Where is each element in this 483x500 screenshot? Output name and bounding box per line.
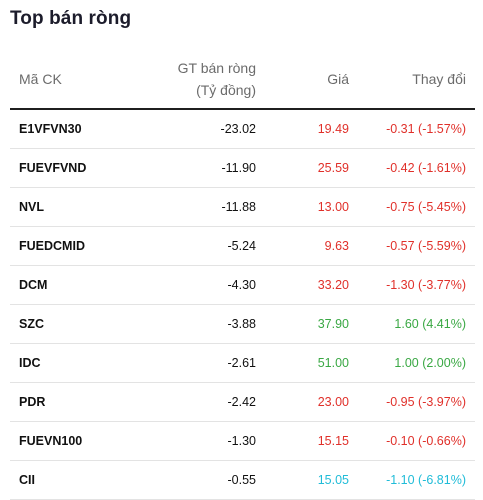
stock-code[interactable]: CII bbox=[10, 460, 150, 500]
price: 25.59 bbox=[256, 148, 349, 188]
stock-code[interactable]: E1VFVN30 bbox=[10, 109, 150, 149]
net-sell-value: -4.30 bbox=[150, 265, 256, 305]
stock-code[interactable]: SZC bbox=[10, 304, 150, 344]
table-row[interactable]: FUEVN100 -1.30 15.15 -0.10 (-0.66%) bbox=[10, 421, 475, 461]
stock-code[interactable]: FUEDCMID bbox=[10, 226, 150, 266]
net-sell-value: -2.61 bbox=[150, 343, 256, 383]
table-row[interactable]: E1VFVN30 -23.02 19.49 -0.31 (-1.57%) bbox=[10, 109, 475, 149]
column-header-net-sell-value[interactable]: GT bán ròng (Tỷ đồng) bbox=[150, 50, 256, 110]
price-change: -0.75 (-5.45%) bbox=[349, 187, 475, 227]
price: 51.00 bbox=[256, 343, 349, 383]
table-row[interactable]: CII -0.55 15.05 -1.10 (-6.81%) bbox=[10, 460, 475, 500]
price-change: -0.31 (-1.57%) bbox=[349, 109, 475, 149]
table-row[interactable]: IDC -2.61 51.00 1.00 (2.00%) bbox=[10, 343, 475, 383]
stock-code[interactable]: DCM bbox=[10, 265, 150, 305]
table-row[interactable]: FUEDCMID -5.24 9.63 -0.57 (-5.59%) bbox=[10, 226, 475, 266]
table-row[interactable]: SZC -3.88 37.90 1.60 (4.41%) bbox=[10, 304, 475, 344]
price: 13.00 bbox=[256, 187, 349, 227]
price: 23.00 bbox=[256, 382, 349, 422]
stock-code[interactable]: FUEVFVND bbox=[10, 148, 150, 188]
net-sell-value: -3.88 bbox=[150, 304, 256, 344]
price-change: -1.30 (-3.77%) bbox=[349, 265, 475, 305]
table-row[interactable]: NVL -11.88 13.00 -0.75 (-5.45%) bbox=[10, 187, 475, 227]
price-change: -0.10 (-0.66%) bbox=[349, 421, 475, 461]
table-header: Mã CK GT bán ròng (Tỷ đồng) Giá Thay đổi bbox=[10, 50, 475, 110]
price-change: -0.42 (-1.61%) bbox=[349, 148, 475, 188]
widget-title: Top bán ròng bbox=[10, 8, 132, 29]
price-change: -0.95 (-3.97%) bbox=[349, 382, 475, 422]
price: 15.15 bbox=[256, 421, 349, 461]
price-change: -0.57 (-5.59%) bbox=[349, 226, 475, 266]
header-row: Mã CK GT bán ròng (Tỷ đồng) Giá Thay đổi bbox=[10, 50, 475, 110]
net-sell-value: -11.88 bbox=[150, 187, 256, 227]
price-change: -1.10 (-6.81%) bbox=[349, 460, 475, 500]
net-sell-value: -0.55 bbox=[150, 460, 256, 500]
net-sell-value: -23.02 bbox=[150, 109, 256, 149]
table-row[interactable]: DCM -4.30 33.20 -1.30 (-3.77%) bbox=[10, 265, 475, 305]
stock-code[interactable]: PDR bbox=[10, 382, 150, 422]
table-row[interactable]: FUEVFVND -11.90 25.59 -0.42 (-1.61%) bbox=[10, 148, 475, 188]
net-sell-value: -1.30 bbox=[150, 421, 256, 461]
stock-code[interactable]: NVL bbox=[10, 187, 150, 227]
net-sell-value: -11.90 bbox=[150, 148, 256, 188]
net-sell-value: -2.42 bbox=[150, 382, 256, 422]
net-sell-value: -5.24 bbox=[150, 226, 256, 266]
column-header-code[interactable]: Mã CK bbox=[10, 50, 150, 110]
net-sell-table: Mã CK GT bán ròng (Tỷ đồng) Giá Thay đổi… bbox=[10, 50, 475, 500]
stock-code[interactable]: FUEVN100 bbox=[10, 421, 150, 461]
price: 9.63 bbox=[256, 226, 349, 266]
price: 19.49 bbox=[256, 109, 349, 149]
table-row[interactable]: PDR -2.42 23.00 -0.95 (-3.97%) bbox=[10, 382, 475, 422]
price-change: 1.00 (2.00%) bbox=[349, 343, 475, 383]
column-header-value-line1: GT bán ròng bbox=[177, 60, 256, 76]
price: 37.90 bbox=[256, 304, 349, 344]
table-body: E1VFVN30 -23.02 19.49 -0.31 (-1.57%) FUEVFVN… bbox=[10, 109, 475, 500]
stock-code[interactable]: IDC bbox=[10, 343, 150, 383]
price: 15.05 bbox=[256, 460, 349, 500]
column-header-price[interactable]: Giá bbox=[256, 50, 349, 110]
column-header-value-line2: (Tỷ đồng) bbox=[196, 82, 256, 98]
column-header-change[interactable]: Thay đổi bbox=[349, 50, 475, 110]
price: 33.20 bbox=[256, 265, 349, 305]
price-change: 1.60 (4.41%) bbox=[349, 304, 475, 344]
